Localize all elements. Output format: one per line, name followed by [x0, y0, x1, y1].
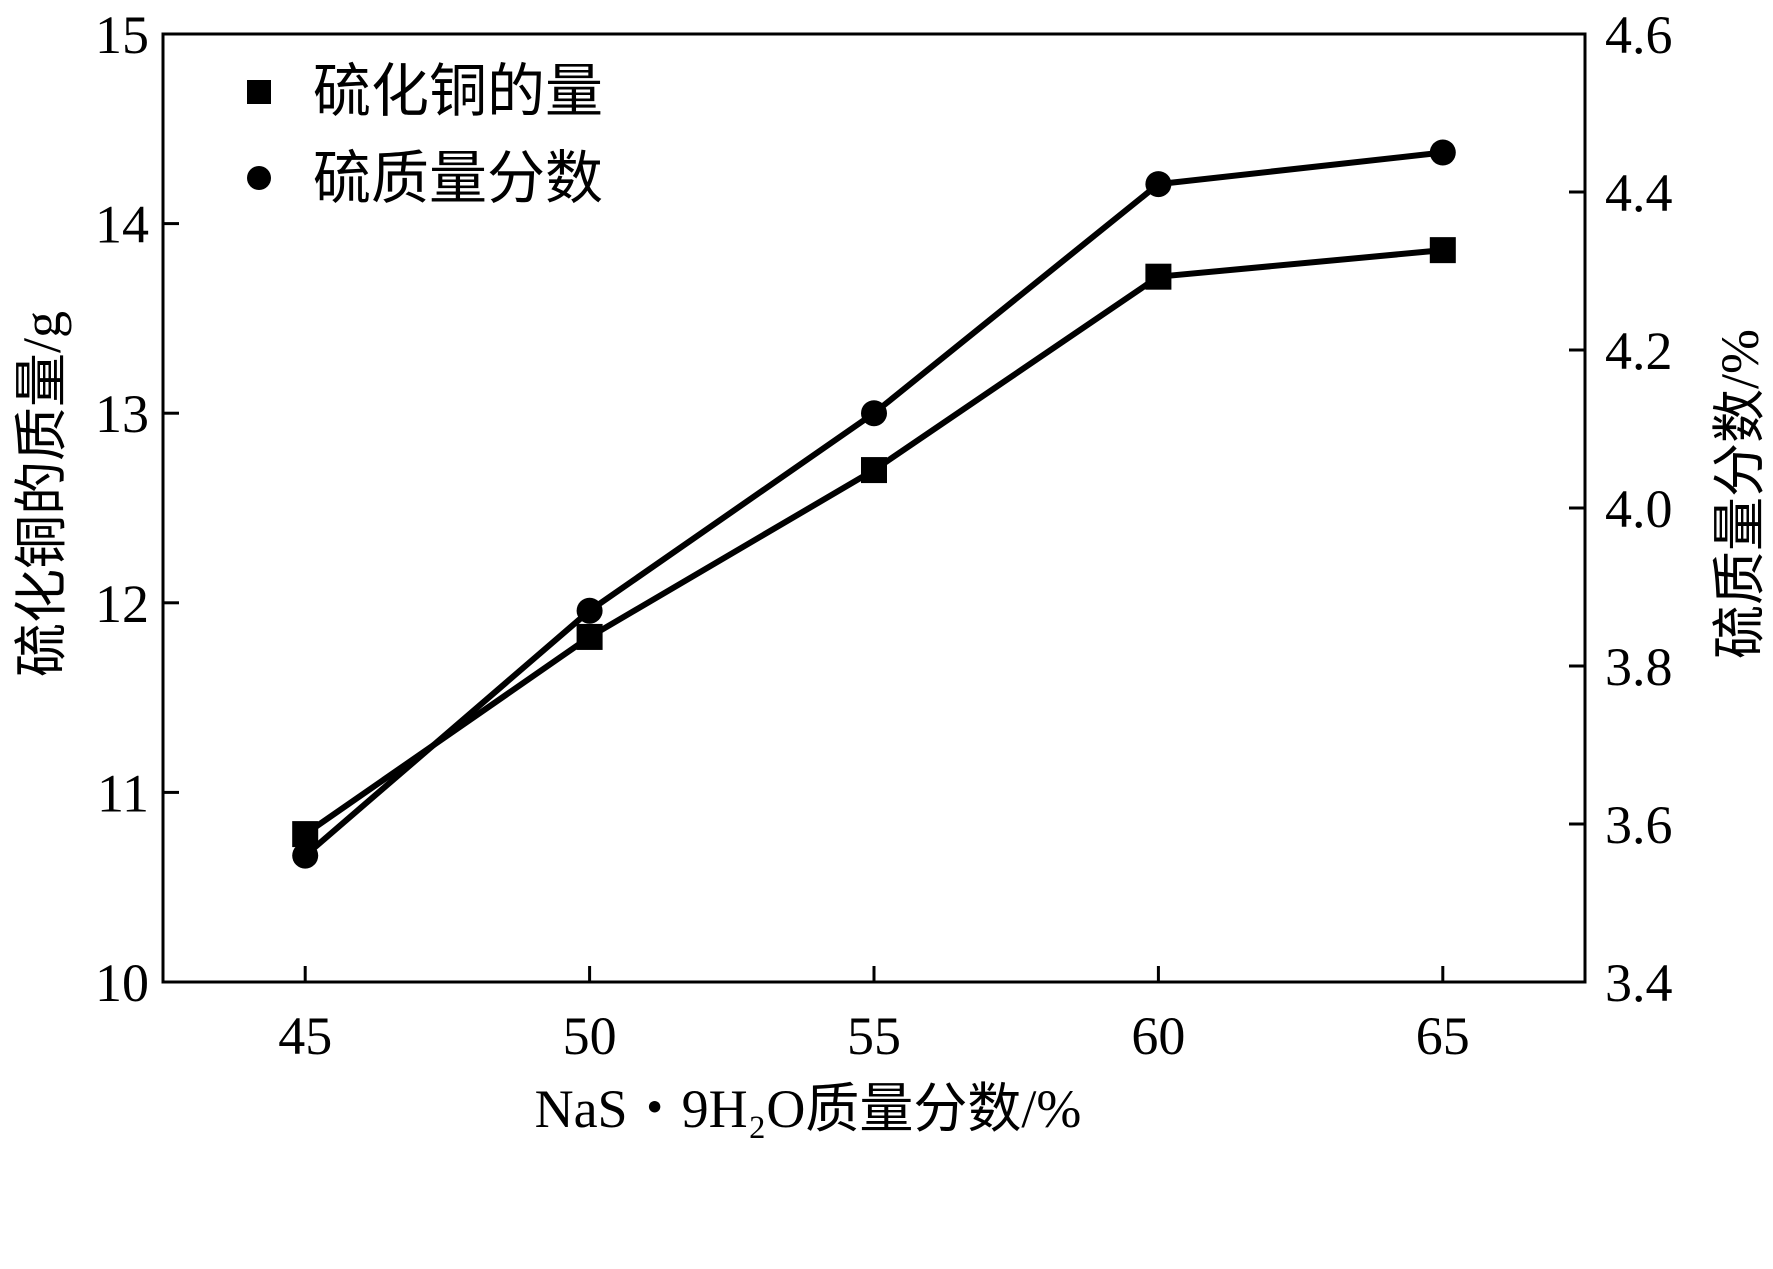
legend-marker-square	[247, 80, 271, 104]
y-axis-left-title: 硫化铜的质量/g	[12, 311, 72, 677]
data-point-square	[576, 623, 603, 650]
data-point-circle	[861, 400, 887, 427]
x-axis-title: NaS・9H₂O质量分数/%	[535, 1079, 1082, 1139]
data-point-square	[1429, 237, 1456, 264]
x-tick-label: 45	[278, 1006, 332, 1066]
series-line-1	[303, 247, 1444, 837]
y-right-tick-label: 4.0	[1605, 479, 1673, 539]
y-left-tick-label: 15	[95, 5, 149, 65]
data-point-square	[861, 457, 887, 484]
y-right-tick-label: 4.6	[1605, 5, 1673, 65]
data-point-circle	[1145, 171, 1172, 198]
series-line-2	[303, 149, 1444, 858]
x-tick-label: 60	[1131, 1006, 1185, 1066]
data-point-circle	[1429, 139, 1456, 166]
data-point-circle	[576, 597, 603, 624]
y-right-tick-label: 4.4	[1605, 163, 1673, 223]
y-axis-right-title: 硫质量分数/%	[1710, 329, 1770, 659]
legend-marker-circle	[247, 166, 271, 190]
y-left-tick-label: 14	[95, 195, 149, 255]
y-right-tick-label: 3.6	[1605, 795, 1673, 855]
y-right-tick-label: 3.8	[1605, 637, 1673, 697]
x-tick-label: 50	[563, 1006, 617, 1066]
y-left-tick-label: 12	[95, 574, 149, 634]
y-left-tick-label: 11	[97, 763, 149, 823]
data-point-square	[1145, 263, 1172, 290]
x-tick-label: 55	[847, 1006, 901, 1066]
legend-label-copper-sulfide: 硫化铜的量	[313, 59, 603, 124]
x-tick-label: 65	[1416, 1006, 1470, 1066]
legend-label-sulfur-fraction: 硫质量分数	[313, 146, 603, 211]
y-left-tick-label: 13	[95, 384, 149, 444]
data-point-circle	[292, 842, 319, 869]
y-right-tick-label: 3.4	[1605, 953, 1673, 1013]
y-left-tick-label: 10	[95, 953, 149, 1013]
y-right-tick-label: 4.2	[1605, 321, 1673, 381]
